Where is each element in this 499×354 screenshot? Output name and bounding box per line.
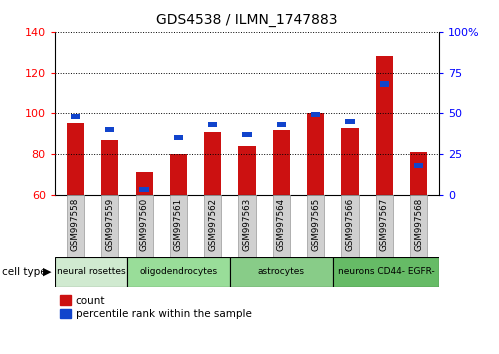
Text: GSM997563: GSM997563 <box>243 198 251 251</box>
Text: GSM997559: GSM997559 <box>105 198 114 251</box>
Title: GDS4538 / ILMN_1747883: GDS4538 / ILMN_1747883 <box>156 13 338 27</box>
Bar <box>208 122 218 127</box>
Bar <box>311 112 320 118</box>
Bar <box>204 132 221 195</box>
Bar <box>410 195 427 257</box>
Bar <box>139 187 149 192</box>
Bar <box>239 146 255 195</box>
Bar <box>105 127 114 132</box>
Bar <box>136 172 153 195</box>
Bar <box>345 119 355 124</box>
Bar <box>67 195 84 257</box>
Text: GSM997567: GSM997567 <box>380 198 389 251</box>
Bar <box>333 257 439 287</box>
Text: GSM997568: GSM997568 <box>414 198 423 251</box>
Bar <box>307 113 324 195</box>
Bar <box>341 195 358 257</box>
Text: GSM997558: GSM997558 <box>71 198 80 251</box>
Bar <box>67 124 84 195</box>
Bar <box>341 127 358 195</box>
Text: GSM997560: GSM997560 <box>140 198 149 251</box>
Bar <box>127 257 230 287</box>
Text: neurons CD44- EGFR-: neurons CD44- EGFR- <box>337 267 434 276</box>
Bar <box>273 130 290 195</box>
Bar <box>136 195 153 257</box>
Bar <box>276 122 286 127</box>
Bar <box>410 152 427 195</box>
Bar <box>101 195 118 257</box>
Bar <box>307 195 324 257</box>
Bar <box>376 56 393 195</box>
Text: GSM997566: GSM997566 <box>345 198 354 251</box>
Bar <box>239 195 255 257</box>
Text: astrocytes: astrocytes <box>258 267 305 276</box>
Bar <box>55 257 127 287</box>
Text: GSM997561: GSM997561 <box>174 198 183 251</box>
Bar <box>414 163 423 168</box>
Bar <box>101 140 118 195</box>
Text: GSM997564: GSM997564 <box>277 198 286 251</box>
Text: GSM997562: GSM997562 <box>208 198 217 251</box>
Bar <box>71 114 80 119</box>
Text: cell type: cell type <box>2 267 47 277</box>
Bar <box>230 257 333 287</box>
Bar <box>204 195 221 257</box>
Legend: count, percentile rank within the sample: count, percentile rank within the sample <box>60 296 251 319</box>
Text: ▶: ▶ <box>43 267 52 277</box>
Bar <box>380 81 389 86</box>
Text: GSM997565: GSM997565 <box>311 198 320 251</box>
Text: neural rosettes: neural rosettes <box>56 267 125 276</box>
Bar <box>273 195 290 257</box>
Bar <box>376 195 393 257</box>
Text: oligodendrocytes: oligodendrocytes <box>139 267 218 276</box>
Bar <box>243 132 251 137</box>
Bar <box>170 195 187 257</box>
Bar <box>170 154 187 195</box>
Bar <box>174 135 183 140</box>
